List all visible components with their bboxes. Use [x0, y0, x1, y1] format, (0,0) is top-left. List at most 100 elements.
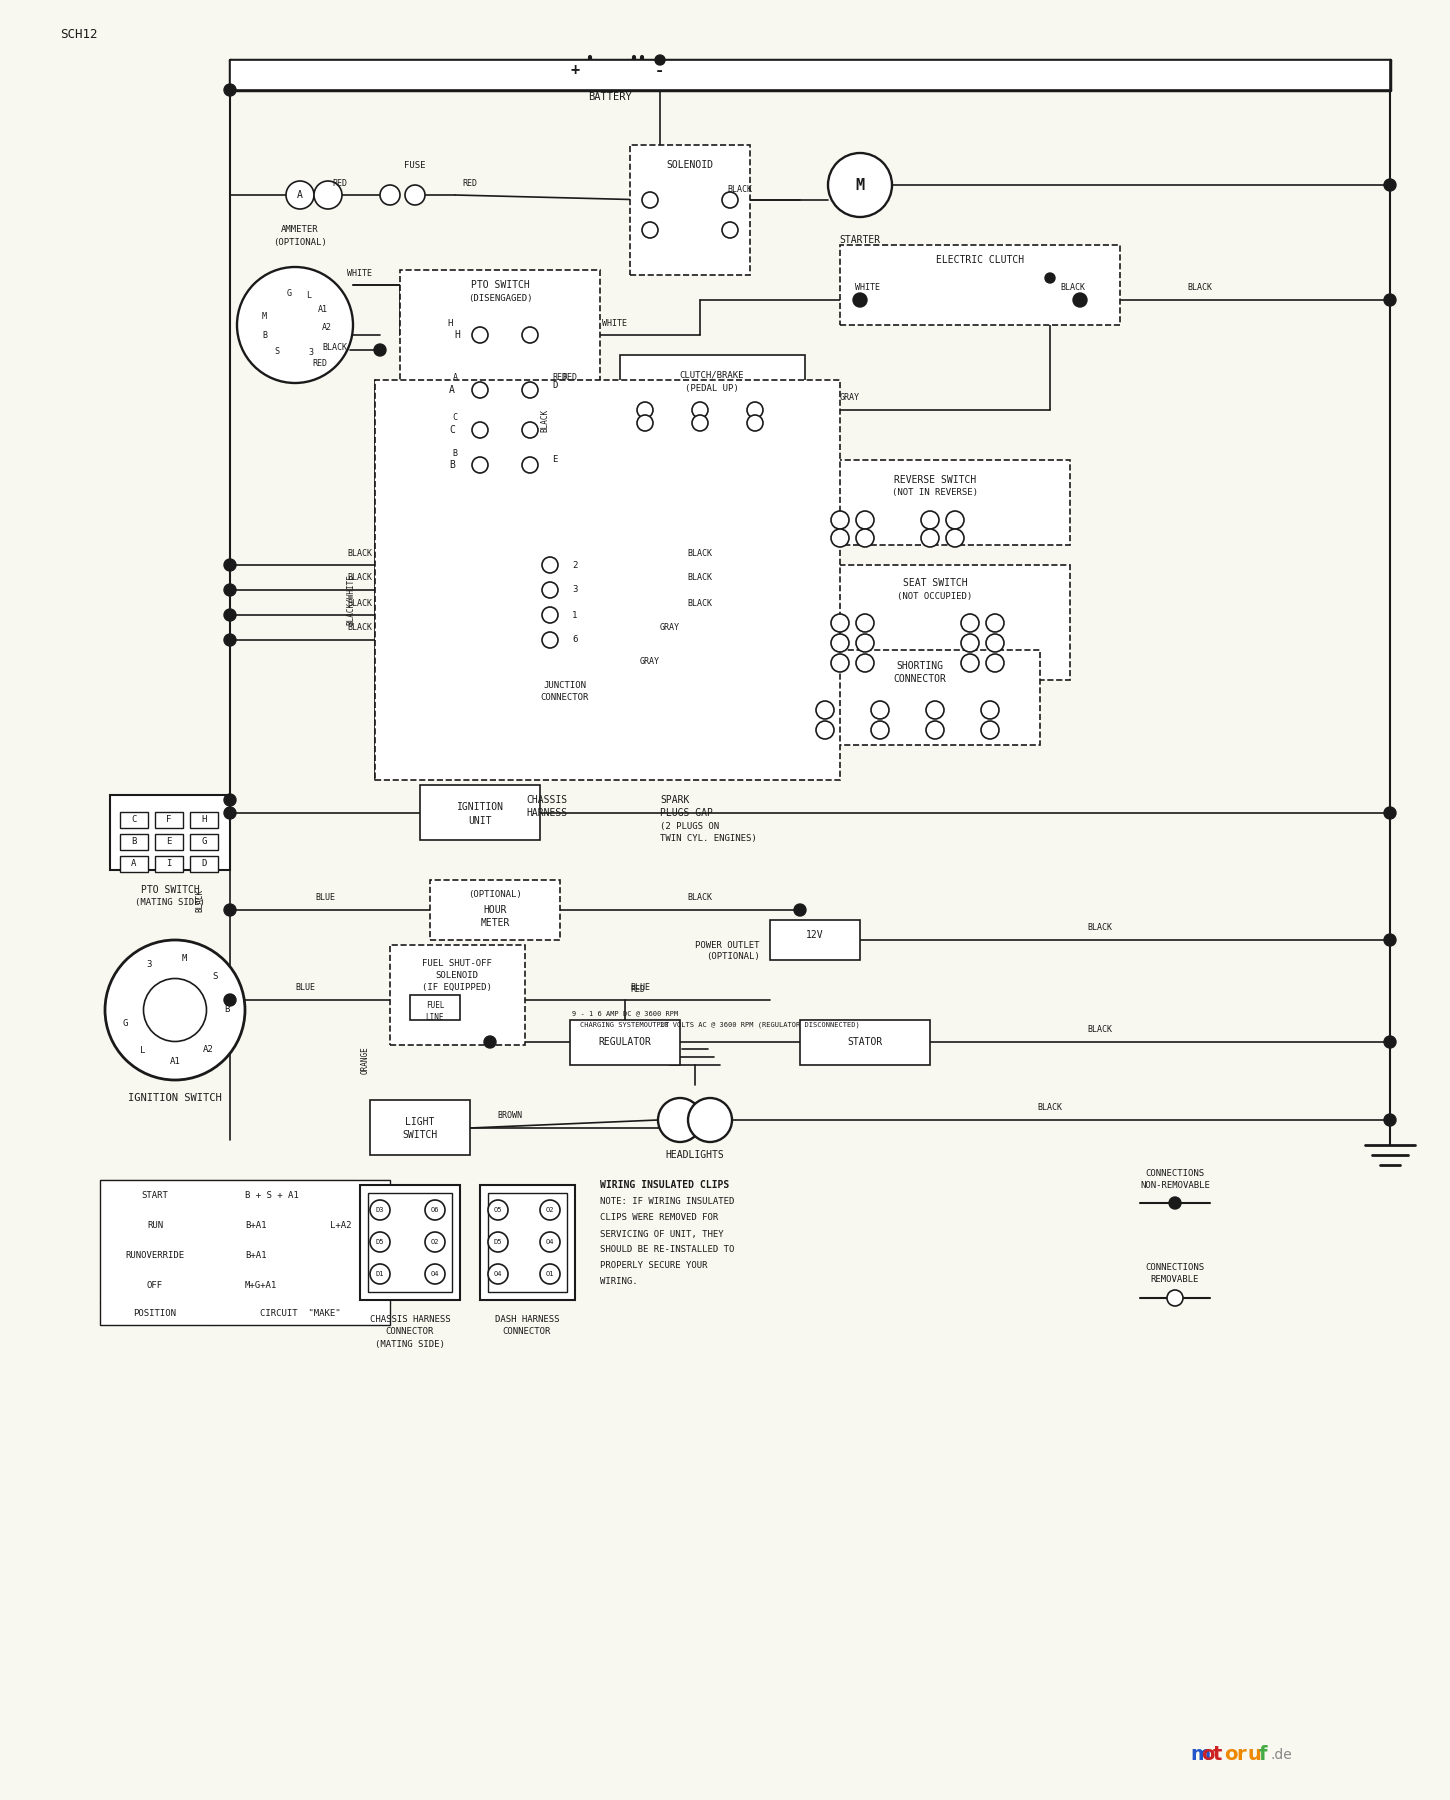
Circle shape [223, 608, 236, 621]
Circle shape [856, 614, 874, 632]
Circle shape [223, 583, 236, 596]
Bar [570, 1021, 680, 1066]
Text: BLACK: BLACK [348, 549, 373, 558]
Circle shape [945, 511, 964, 529]
Text: BLUE: BLUE [315, 893, 335, 902]
Circle shape [370, 1264, 390, 1283]
Bar [120, 833, 148, 850]
Circle shape [425, 1201, 445, 1220]
Circle shape [522, 421, 538, 437]
Circle shape [542, 581, 558, 598]
Text: o: o [1202, 1746, 1215, 1764]
Bar [420, 785, 539, 841]
Text: 1: 1 [573, 610, 577, 619]
Text: FUEL: FUEL [426, 1001, 444, 1010]
Text: NOTE: IF WIRING INSULATED: NOTE: IF WIRING INSULATED [600, 1197, 734, 1206]
Text: BLACK: BLACK [348, 574, 373, 583]
Circle shape [489, 1201, 508, 1220]
Circle shape [223, 85, 236, 95]
Bar [120, 812, 148, 828]
Text: JUNCTION: JUNCTION [544, 680, 586, 689]
Text: SERVICING OF UNIT, THEY: SERVICING OF UNIT, THEY [600, 1229, 724, 1238]
Polygon shape [969, 288, 987, 311]
Circle shape [795, 904, 806, 916]
Text: M: M [856, 178, 864, 193]
Circle shape [856, 511, 874, 529]
Circle shape [961, 634, 979, 652]
Circle shape [223, 634, 236, 646]
Text: BLUE: BLUE [629, 983, 650, 992]
Text: 12V: 12V [806, 931, 824, 940]
Text: +: + [570, 63, 580, 77]
Text: B: B [132, 837, 136, 846]
Text: BLACK: BLACK [1060, 283, 1085, 292]
Text: (IF EQUIPPED): (IF EQUIPPED) [422, 983, 492, 992]
Circle shape [982, 700, 999, 718]
Text: m: m [1190, 1746, 1211, 1764]
Bar [800, 650, 1040, 745]
Circle shape [1383, 293, 1396, 306]
Text: O2: O2 [431, 1238, 439, 1246]
Text: 3: 3 [146, 961, 152, 970]
Text: (PEDAL UP): (PEDAL UP) [684, 383, 740, 392]
Text: O1: O1 [545, 1271, 554, 1276]
Circle shape [927, 722, 944, 740]
Text: H: H [202, 814, 207, 824]
Text: WHITE: WHITE [348, 268, 373, 277]
Circle shape [945, 529, 964, 547]
Bar [531, 540, 600, 661]
Circle shape [871, 722, 889, 740]
Text: -: - [654, 63, 664, 77]
Text: FUEL SHUT-OFF: FUEL SHUT-OFF [422, 958, 492, 968]
Circle shape [1383, 934, 1396, 947]
Text: M: M [261, 311, 267, 320]
Text: O2: O2 [545, 1208, 554, 1213]
Bar [840, 245, 1119, 326]
Circle shape [828, 153, 892, 218]
Circle shape [425, 1231, 445, 1253]
Circle shape [831, 653, 850, 671]
Circle shape [370, 1231, 390, 1253]
Text: REMOVABLE: REMOVABLE [1151, 1276, 1199, 1285]
Text: RED: RED [563, 374, 577, 383]
Circle shape [831, 614, 850, 632]
Circle shape [637, 416, 652, 430]
Text: O6: O6 [431, 1208, 439, 1213]
Text: G: G [202, 837, 207, 846]
Text: D: D [552, 380, 558, 389]
Text: B+A1: B+A1 [245, 1251, 267, 1260]
Text: RED: RED [313, 358, 328, 367]
Text: OFF: OFF [146, 1280, 162, 1289]
Text: GRAY: GRAY [840, 394, 860, 403]
Circle shape [286, 182, 315, 209]
Bar [431, 880, 560, 940]
Circle shape [927, 700, 944, 718]
Text: D1: D1 [376, 1271, 384, 1276]
Text: BLACK/WHITE: BLACK/WHITE [345, 574, 354, 625]
Text: RED: RED [552, 374, 567, 383]
Bar [100, 1181, 390, 1325]
Text: M+G+A1: M+G+A1 [245, 1280, 277, 1289]
Text: O4: O4 [494, 1271, 502, 1276]
Bar [621, 355, 805, 430]
Circle shape [871, 700, 889, 718]
Bar [400, 270, 600, 500]
Text: BLACK: BLACK [541, 409, 550, 432]
Text: (NOT OCCUPIED): (NOT OCCUPIED) [898, 592, 973, 601]
Text: CONNECTIONS: CONNECTIONS [1146, 1168, 1205, 1177]
Text: A2: A2 [203, 1046, 213, 1055]
Text: G: G [122, 1019, 128, 1028]
Text: BLACK: BLACK [1038, 1103, 1063, 1112]
Circle shape [236, 266, 352, 383]
Text: IGNITION: IGNITION [457, 803, 503, 812]
Text: CONNECTIONS: CONNECTIONS [1146, 1264, 1205, 1273]
Text: SCH12: SCH12 [59, 29, 97, 41]
Text: STARTER: STARTER [840, 236, 880, 245]
Text: (MATING SIDE): (MATING SIDE) [376, 1339, 445, 1348]
Circle shape [484, 1037, 496, 1048]
Text: A1: A1 [318, 304, 328, 313]
Text: B+A1: B+A1 [245, 1220, 267, 1229]
Text: B: B [225, 1006, 229, 1015]
Text: METER: METER [480, 918, 510, 929]
Text: A: A [452, 374, 458, 383]
